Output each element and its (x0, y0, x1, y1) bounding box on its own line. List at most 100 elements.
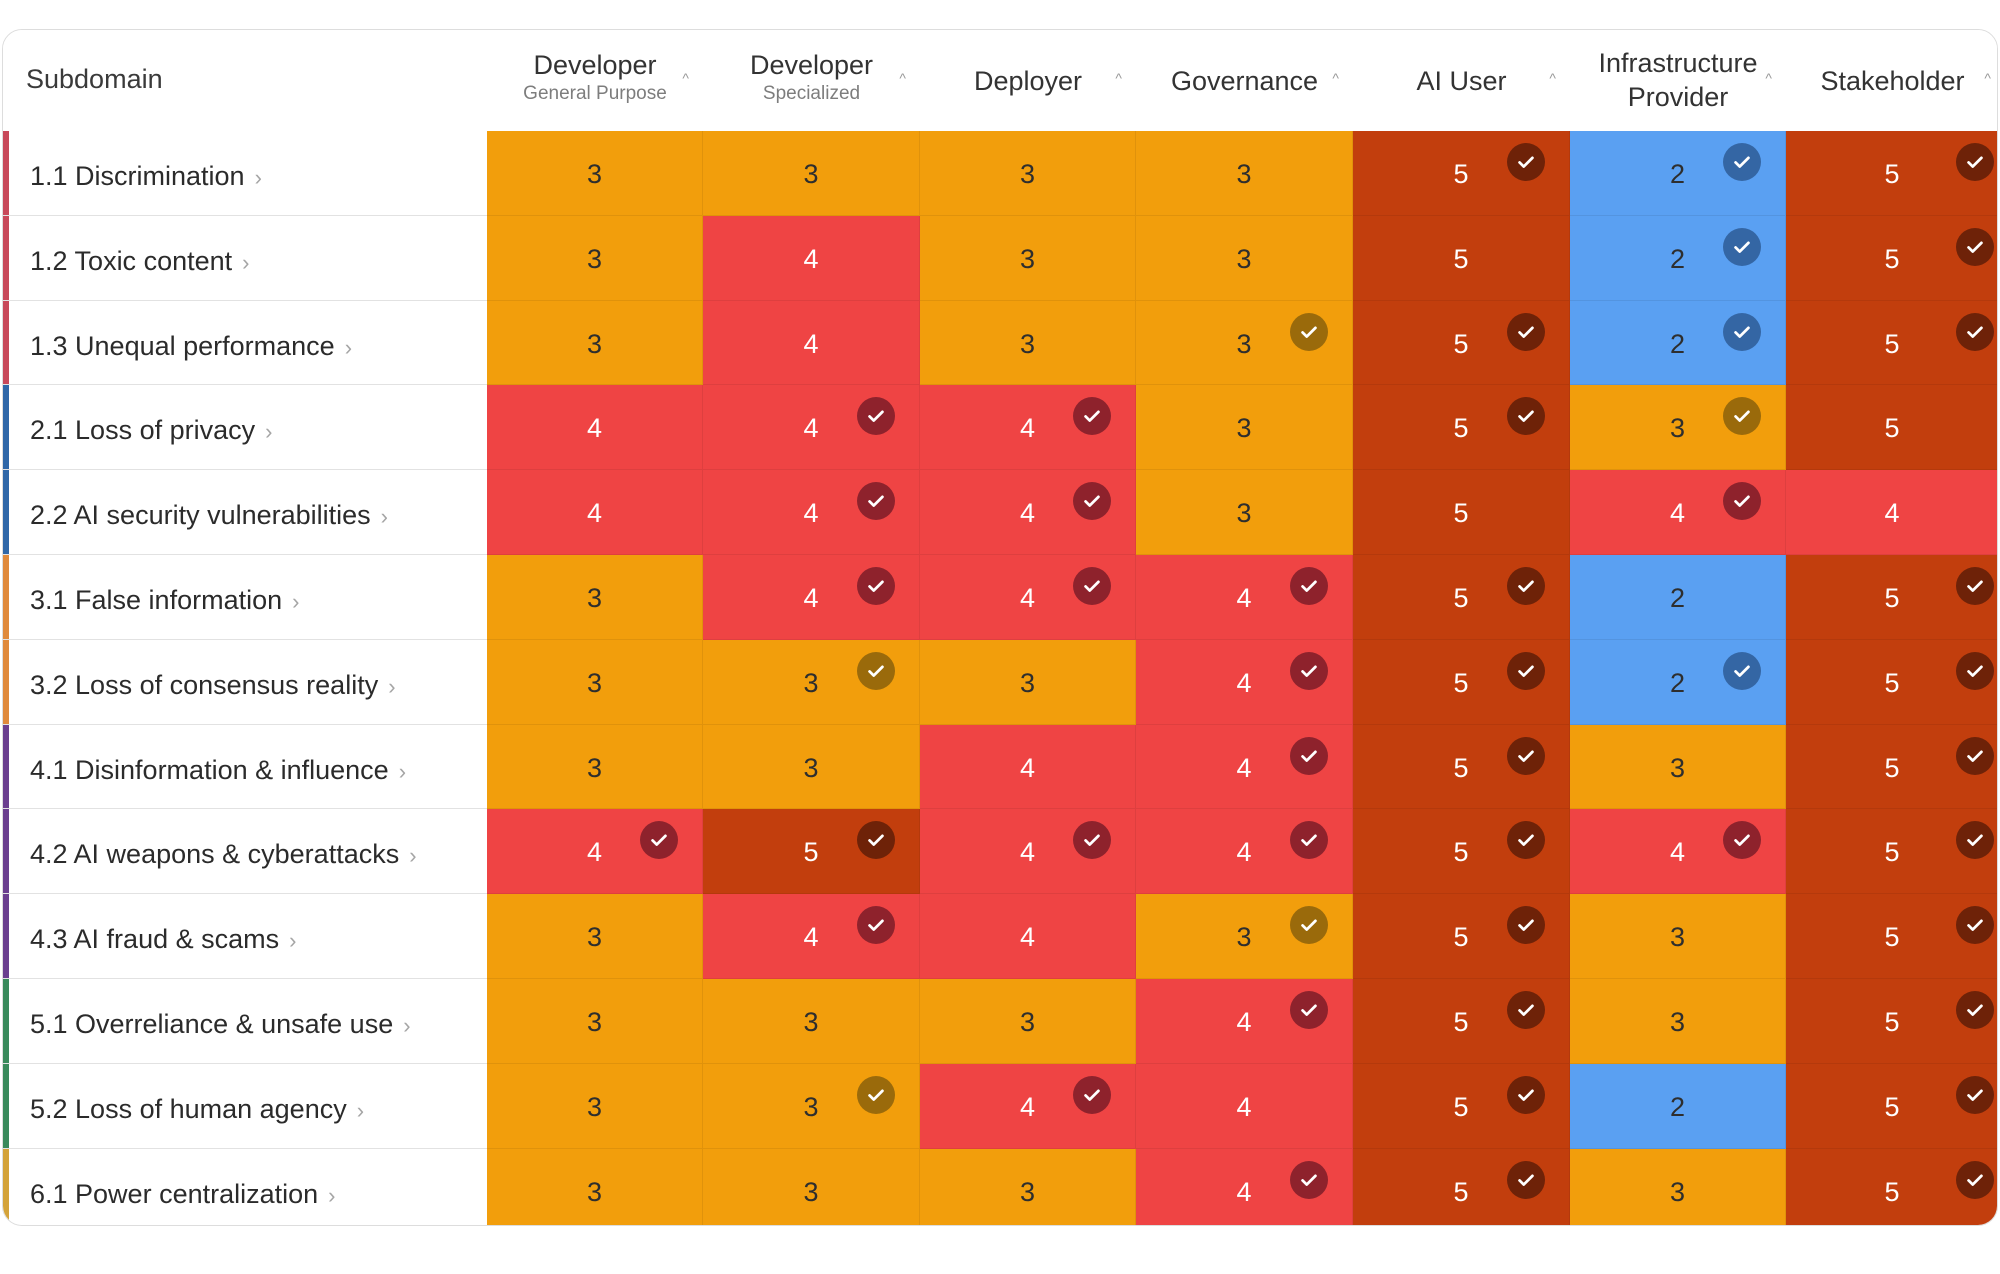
score-cell-developer-general-purpose[interactable]: 3 (487, 894, 703, 979)
score-cell-governance[interactable]: 3 (1136, 131, 1353, 216)
score-cell-infrastructure-provider[interactable]: 3 (1570, 1148, 1786, 1225)
score-cell-developer-general-purpose[interactable]: 3 (487, 1063, 703, 1149)
chevron-right-icon[interactable]: › (403, 1013, 411, 1038)
score-cell-developer-specialized[interactable]: 3 (703, 724, 920, 810)
score-cell-ai-user[interactable]: 5 (1353, 809, 1570, 895)
subdomain-cell[interactable]: 1.1 Discrimination › (3, 131, 487, 216)
score-cell-stakeholder[interactable]: 5 (1786, 215, 1997, 301)
score-cell-stakeholder[interactable]: 5 (1786, 894, 1997, 979)
score-cell-developer-specialized[interactable]: 3 (703, 131, 920, 216)
sort-chevron-up-icon[interactable]: ^ (1984, 70, 1991, 86)
chevron-right-icon[interactable]: › (289, 928, 297, 954)
score-cell-ai-user[interactable]: 5 (1353, 1148, 1570, 1225)
subdomain-cell[interactable]: 4.3 AI fraud & scams › (3, 894, 487, 979)
score-cell-developer-general-purpose[interactable]: 3 (487, 639, 703, 725)
score-cell-developer-specialized[interactable]: 4 (703, 894, 920, 979)
score-cell-governance[interactable]: 4 (1136, 1063, 1353, 1149)
score-cell-developer-general-purpose[interactable]: 3 (487, 215, 703, 301)
score-cell-governance[interactable]: 4 (1136, 555, 1353, 640)
score-cell-infrastructure-provider[interactable]: 2 (1570, 1063, 1786, 1149)
score-cell-developer-general-purpose[interactable]: 3 (487, 724, 703, 810)
score-cell-ai-user[interactable]: 5 (1353, 215, 1570, 301)
chevron-right-icon[interactable]: › (344, 334, 353, 360)
score-cell-developer-specialized[interactable]: 4 (703, 555, 920, 640)
score-cell-infrastructure-provider[interactable]: 2 (1570, 639, 1786, 725)
score-cell-developer-specialized[interactable]: 3 (703, 639, 920, 725)
chevron-right-icon[interactable]: › (328, 1182, 336, 1208)
score-cell-infrastructure-provider[interactable]: 3 (1570, 979, 1786, 1064)
chevron-right-icon[interactable]: › (292, 589, 300, 614)
chevron-right-icon[interactable]: › (409, 843, 417, 869)
chevron-right-icon[interactable]: › (380, 504, 388, 530)
score-cell-governance[interactable]: 3 (1136, 385, 1353, 471)
score-cell-deployer[interactable]: 3 (920, 215, 1136, 301)
score-cell-stakeholder[interactable]: 5 (1786, 979, 1997, 1064)
subdomain-cell[interactable]: 3.1 False information › (3, 555, 487, 640)
score-cell-deployer[interactable]: 4 (920, 724, 1136, 810)
score-cell-ai-user[interactable]: 5 (1353, 300, 1570, 386)
score-cell-ai-user[interactable]: 5 (1353, 894, 1570, 979)
column-header-deployer[interactable]: Deployer ^ (920, 30, 1136, 131)
column-header-governance[interactable]: Governance ^ (1136, 30, 1353, 131)
score-cell-developer-general-purpose[interactable]: 4 (487, 809, 703, 895)
score-cell-deployer[interactable]: 4 (920, 1063, 1136, 1149)
column-header-ai-user[interactable]: AI User ^ (1353, 30, 1570, 131)
score-cell-governance[interactable]: 3 (1136, 470, 1353, 555)
score-cell-developer-specialized[interactable]: 4 (703, 385, 920, 471)
score-cell-stakeholder[interactable]: 5 (1786, 639, 1997, 725)
score-cell-governance[interactable]: 3 (1136, 215, 1353, 301)
subdomain-cell[interactable]: 6.1 Power centralization › (3, 1148, 487, 1225)
score-cell-ai-user[interactable]: 5 (1353, 555, 1570, 640)
score-cell-infrastructure-provider[interactable]: 2 (1570, 555, 1786, 640)
sort-chevron-up-icon[interactable]: ^ (1332, 70, 1339, 86)
score-cell-ai-user[interactable]: 5 (1353, 639, 1570, 725)
column-header-developer-specialized[interactable]: Developer Specialized ^ (703, 30, 920, 131)
subdomain-cell[interactable]: 5.1 Overreliance & unsafe use › (3, 979, 487, 1064)
score-cell-stakeholder[interactable]: 5 (1786, 131, 1997, 216)
score-cell-infrastructure-provider[interactable]: 3 (1570, 385, 1786, 471)
score-cell-deployer[interactable]: 4 (920, 809, 1136, 895)
score-cell-deployer[interactable]: 4 (920, 470, 1136, 555)
subdomain-cell[interactable]: 4.1 Disinformation & influence › (3, 724, 487, 810)
score-cell-developer-specialized[interactable]: 3 (703, 1148, 920, 1225)
score-cell-deployer[interactable]: 4 (920, 555, 1136, 640)
score-cell-stakeholder[interactable]: 5 (1786, 300, 1997, 386)
score-cell-developer-general-purpose[interactable]: 3 (487, 1148, 703, 1225)
score-cell-governance[interactable]: 4 (1136, 639, 1353, 725)
sort-chevron-up-icon[interactable]: ^ (899, 70, 906, 86)
score-cell-stakeholder[interactable]: 5 (1786, 1148, 1997, 1225)
score-cell-developer-specialized[interactable]: 4 (703, 215, 920, 301)
subdomain-cell[interactable]: 5.2 Loss of human agency › (3, 1063, 487, 1149)
score-cell-developer-specialized[interactable]: 4 (703, 300, 920, 386)
score-cell-developer-specialized[interactable]: 5 (703, 809, 920, 895)
chevron-right-icon[interactable]: › (356, 1097, 365, 1123)
column-header-stakeholder[interactable]: Stakeholder ^ (1786, 30, 1997, 131)
score-cell-governance[interactable]: 3 (1136, 894, 1353, 979)
score-cell-developer-specialized[interactable]: 3 (703, 1063, 920, 1149)
subdomain-cell[interactable]: 2.1 Loss of privacy › (3, 385, 487, 471)
score-cell-infrastructure-provider[interactable]: 4 (1570, 470, 1786, 555)
score-cell-stakeholder[interactable]: 5 (1786, 809, 1997, 895)
score-cell-ai-user[interactable]: 5 (1353, 131, 1570, 216)
score-cell-developer-general-purpose[interactable]: 4 (487, 385, 703, 471)
score-cell-deployer[interactable]: 3 (920, 300, 1136, 386)
score-cell-ai-user[interactable]: 5 (1353, 470, 1570, 555)
score-cell-infrastructure-provider[interactable]: 2 (1570, 215, 1786, 301)
score-cell-developer-general-purpose[interactable]: 4 (487, 470, 703, 555)
subdomain-cell[interactable]: 2.2 AI security vulnerabilities › (3, 470, 487, 555)
score-cell-infrastructure-provider[interactable]: 2 (1570, 300, 1786, 386)
score-cell-governance[interactable]: 4 (1136, 1148, 1353, 1225)
subdomain-cell[interactable]: 1.2 Toxic content › (3, 215, 487, 301)
chevron-right-icon[interactable]: › (388, 673, 396, 699)
sort-chevron-up-icon[interactable]: ^ (1115, 70, 1122, 86)
score-cell-ai-user[interactable]: 5 (1353, 979, 1570, 1064)
score-cell-ai-user[interactable]: 5 (1353, 385, 1570, 471)
score-cell-infrastructure-provider[interactable]: 4 (1570, 809, 1786, 895)
score-cell-deployer[interactable]: 3 (920, 639, 1136, 725)
score-cell-governance[interactable]: 4 (1136, 724, 1353, 810)
score-cell-governance[interactable]: 4 (1136, 979, 1353, 1064)
score-cell-stakeholder[interactable]: 5 (1786, 385, 1997, 471)
subdomain-column-header[interactable]: Subdomain (26, 64, 163, 94)
subdomain-cell[interactable]: 1.3 Unequal performance › (3, 300, 487, 386)
sort-chevron-up-icon[interactable]: ^ (1549, 70, 1556, 86)
